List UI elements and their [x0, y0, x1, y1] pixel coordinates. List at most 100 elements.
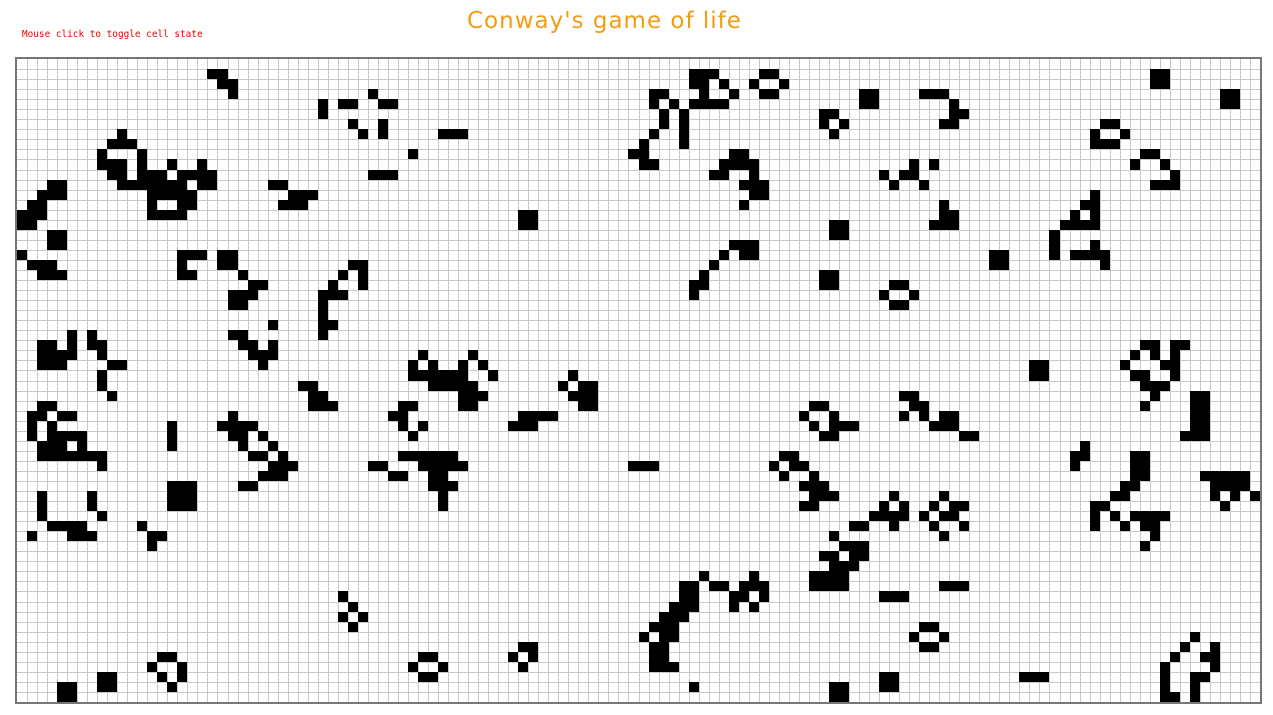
live-cell[interactable] — [849, 541, 859, 551]
live-cell[interactable] — [749, 180, 759, 190]
live-cell[interactable] — [1130, 159, 1140, 170]
live-cell[interactable] — [97, 672, 107, 682]
live-cell[interactable] — [1230, 481, 1240, 491]
live-cell[interactable] — [1200, 431, 1210, 441]
live-cell[interactable] — [77, 451, 87, 461]
live-cell[interactable] — [1220, 481, 1230, 491]
live-cell[interactable] — [438, 491, 448, 501]
live-cell[interactable] — [659, 642, 669, 652]
live-cell[interactable] — [1160, 692, 1170, 702]
live-cell[interactable] — [27, 421, 37, 431]
live-cell[interactable] — [1170, 340, 1180, 350]
live-cell[interactable] — [649, 642, 659, 652]
live-cell[interactable] — [428, 461, 438, 471]
live-cell[interactable] — [167, 431, 177, 441]
live-cell[interactable] — [1130, 451, 1140, 461]
live-cell[interactable] — [47, 230, 57, 240]
live-cell[interactable] — [759, 190, 769, 200]
live-cell[interactable] — [809, 501, 819, 511]
live-cell[interactable] — [799, 501, 809, 511]
live-cell[interactable] — [468, 401, 478, 411]
live-cell[interactable] — [177, 662, 187, 672]
live-cell[interactable] — [418, 672, 428, 682]
live-cell[interactable] — [939, 511, 949, 521]
live-cell[interactable] — [1220, 471, 1230, 481]
live-cell[interactable] — [458, 129, 468, 139]
live-cell[interactable] — [739, 180, 749, 190]
live-cell[interactable] — [659, 652, 669, 662]
live-cell[interactable] — [1090, 511, 1100, 521]
live-cell[interactable] — [57, 431, 67, 441]
live-cell[interactable] — [1049, 230, 1060, 240]
live-cell[interactable] — [408, 451, 418, 461]
live-cell[interactable] — [137, 159, 147, 170]
live-cell[interactable] — [167, 210, 177, 220]
live-cell[interactable] — [428, 370, 438, 381]
live-cell[interactable] — [729, 149, 739, 159]
live-cell[interactable] — [117, 170, 127, 180]
live-cell[interactable] — [919, 511, 929, 521]
live-cell[interactable] — [679, 581, 689, 591]
live-cell[interactable] — [428, 471, 438, 481]
live-cell[interactable] — [879, 290, 889, 300]
live-cell[interactable] — [889, 521, 899, 531]
live-cell[interactable] — [719, 79, 729, 89]
live-cell[interactable] — [358, 270, 368, 280]
live-cell[interactable] — [1039, 370, 1049, 381]
live-cell[interactable] — [1200, 411, 1210, 421]
live-cell[interactable] — [1070, 451, 1080, 461]
live-cell[interactable] — [1110, 491, 1120, 501]
live-cell[interactable] — [1150, 149, 1160, 159]
live-cell[interactable] — [217, 69, 228, 79]
live-cell[interactable] — [328, 401, 338, 411]
live-cell[interactable] — [478, 391, 488, 401]
live-cell[interactable] — [37, 360, 47, 370]
live-cell[interactable] — [378, 99, 388, 109]
live-cell[interactable] — [819, 280, 829, 290]
live-cell[interactable] — [879, 672, 889, 682]
live-cell[interactable] — [578, 401, 588, 411]
live-cell[interactable] — [318, 401, 328, 411]
live-cell[interactable] — [1070, 220, 1080, 230]
live-cell[interactable] — [1150, 531, 1160, 541]
live-cell[interactable] — [1120, 491, 1130, 501]
live-cell[interactable] — [117, 159, 127, 170]
live-cell[interactable] — [1210, 481, 1220, 491]
live-cell[interactable] — [699, 571, 709, 581]
live-cell[interactable] — [719, 170, 729, 180]
live-cell[interactable] — [1170, 692, 1180, 702]
live-cell[interactable] — [739, 240, 749, 250]
live-cell[interactable] — [939, 581, 949, 591]
live-cell[interactable] — [27, 210, 37, 220]
live-cell[interactable] — [47, 441, 57, 451]
live-cell[interactable] — [1150, 511, 1160, 521]
live-cell[interactable] — [839, 561, 849, 571]
live-cell[interactable] — [57, 451, 67, 461]
live-cell[interactable] — [518, 421, 528, 431]
live-cell[interactable] — [137, 521, 147, 531]
live-cell[interactable] — [899, 391, 909, 401]
live-cell[interactable] — [829, 692, 839, 702]
live-cell[interactable] — [659, 89, 669, 99]
live-cell[interactable] — [438, 662, 448, 672]
live-cell[interactable] — [448, 370, 458, 381]
live-cell[interactable] — [1120, 360, 1130, 370]
live-cell[interactable] — [428, 360, 438, 370]
live-cell[interactable] — [147, 541, 157, 551]
live-cell[interactable] — [97, 159, 107, 170]
live-cell[interactable] — [348, 119, 358, 129]
live-cell[interactable] — [438, 370, 448, 381]
live-cell[interactable] — [67, 682, 77, 692]
live-cell[interactable] — [1130, 511, 1140, 521]
live-cell[interactable] — [117, 129, 127, 139]
live-cell[interactable] — [157, 652, 167, 662]
live-cell[interactable] — [679, 129, 689, 139]
live-cell[interactable] — [829, 270, 839, 280]
live-cell[interactable] — [849, 421, 859, 431]
live-cell[interactable] — [518, 662, 528, 672]
live-cell[interactable] — [107, 170, 117, 180]
live-cell[interactable] — [939, 421, 949, 431]
live-cell[interactable] — [659, 662, 669, 672]
live-cell[interactable] — [157, 170, 167, 180]
live-cell[interactable] — [338, 612, 348, 622]
